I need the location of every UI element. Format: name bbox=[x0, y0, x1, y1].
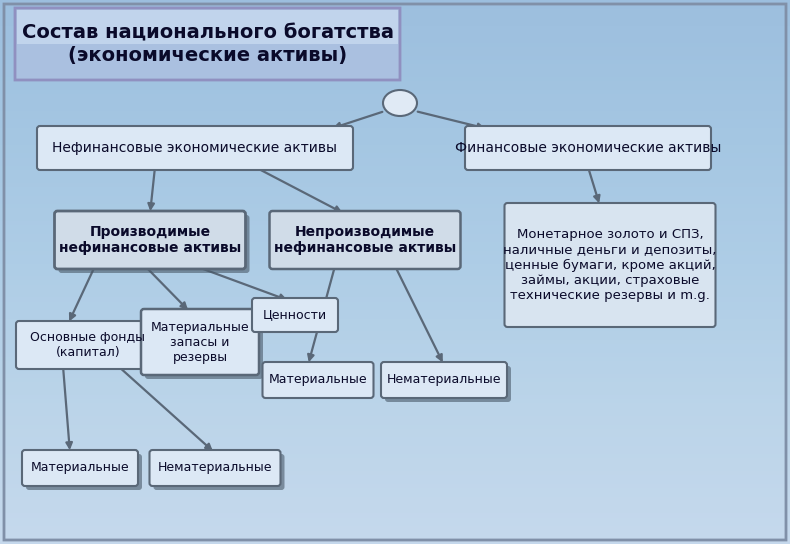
Text: Материальные: Материальные bbox=[31, 461, 130, 474]
FancyBboxPatch shape bbox=[381, 362, 507, 398]
FancyBboxPatch shape bbox=[17, 10, 398, 44]
FancyBboxPatch shape bbox=[153, 454, 284, 490]
FancyBboxPatch shape bbox=[262, 362, 374, 398]
Text: Состав национального богатства
(экономические активы): Состав национального богатства (экономич… bbox=[21, 23, 393, 65]
Text: Монетарное золото и СПЗ,
наличные деньги и депозиты,
ценные бумаги, кроме акций,: Монетарное золото и СПЗ, наличные деньги… bbox=[503, 228, 717, 301]
FancyBboxPatch shape bbox=[26, 454, 142, 490]
Text: Материальные
запасы и
резервы: Материальные запасы и резервы bbox=[151, 320, 250, 363]
Text: Нематериальные: Нематериальные bbox=[387, 374, 501, 386]
FancyBboxPatch shape bbox=[149, 450, 280, 486]
Text: Ценности: Ценности bbox=[263, 308, 327, 322]
FancyBboxPatch shape bbox=[37, 126, 353, 170]
FancyBboxPatch shape bbox=[145, 313, 263, 379]
FancyBboxPatch shape bbox=[465, 126, 711, 170]
Text: Нефинансовые экономические активы: Нефинансовые экономические активы bbox=[52, 141, 337, 155]
FancyBboxPatch shape bbox=[15, 8, 400, 80]
FancyBboxPatch shape bbox=[252, 298, 338, 332]
Text: Финансовые экономические активы: Финансовые экономические активы bbox=[455, 141, 721, 155]
FancyBboxPatch shape bbox=[22, 450, 138, 486]
FancyBboxPatch shape bbox=[385, 366, 511, 402]
Text: Материальные: Материальные bbox=[269, 374, 367, 386]
Ellipse shape bbox=[383, 90, 417, 116]
FancyBboxPatch shape bbox=[269, 211, 461, 269]
FancyBboxPatch shape bbox=[141, 309, 259, 375]
Text: Нематериальные: Нематериальные bbox=[158, 461, 273, 474]
FancyBboxPatch shape bbox=[16, 321, 160, 369]
FancyBboxPatch shape bbox=[55, 211, 246, 269]
Text: Основные фонды
(капитал): Основные фонды (капитал) bbox=[31, 331, 145, 359]
FancyBboxPatch shape bbox=[58, 215, 250, 273]
FancyBboxPatch shape bbox=[505, 203, 716, 327]
Text: Производимые
нефинансовые активы: Производимые нефинансовые активы bbox=[59, 225, 241, 255]
Text: Непроизводимые
нефинансовые активы: Непроизводимые нефинансовые активы bbox=[274, 225, 456, 255]
